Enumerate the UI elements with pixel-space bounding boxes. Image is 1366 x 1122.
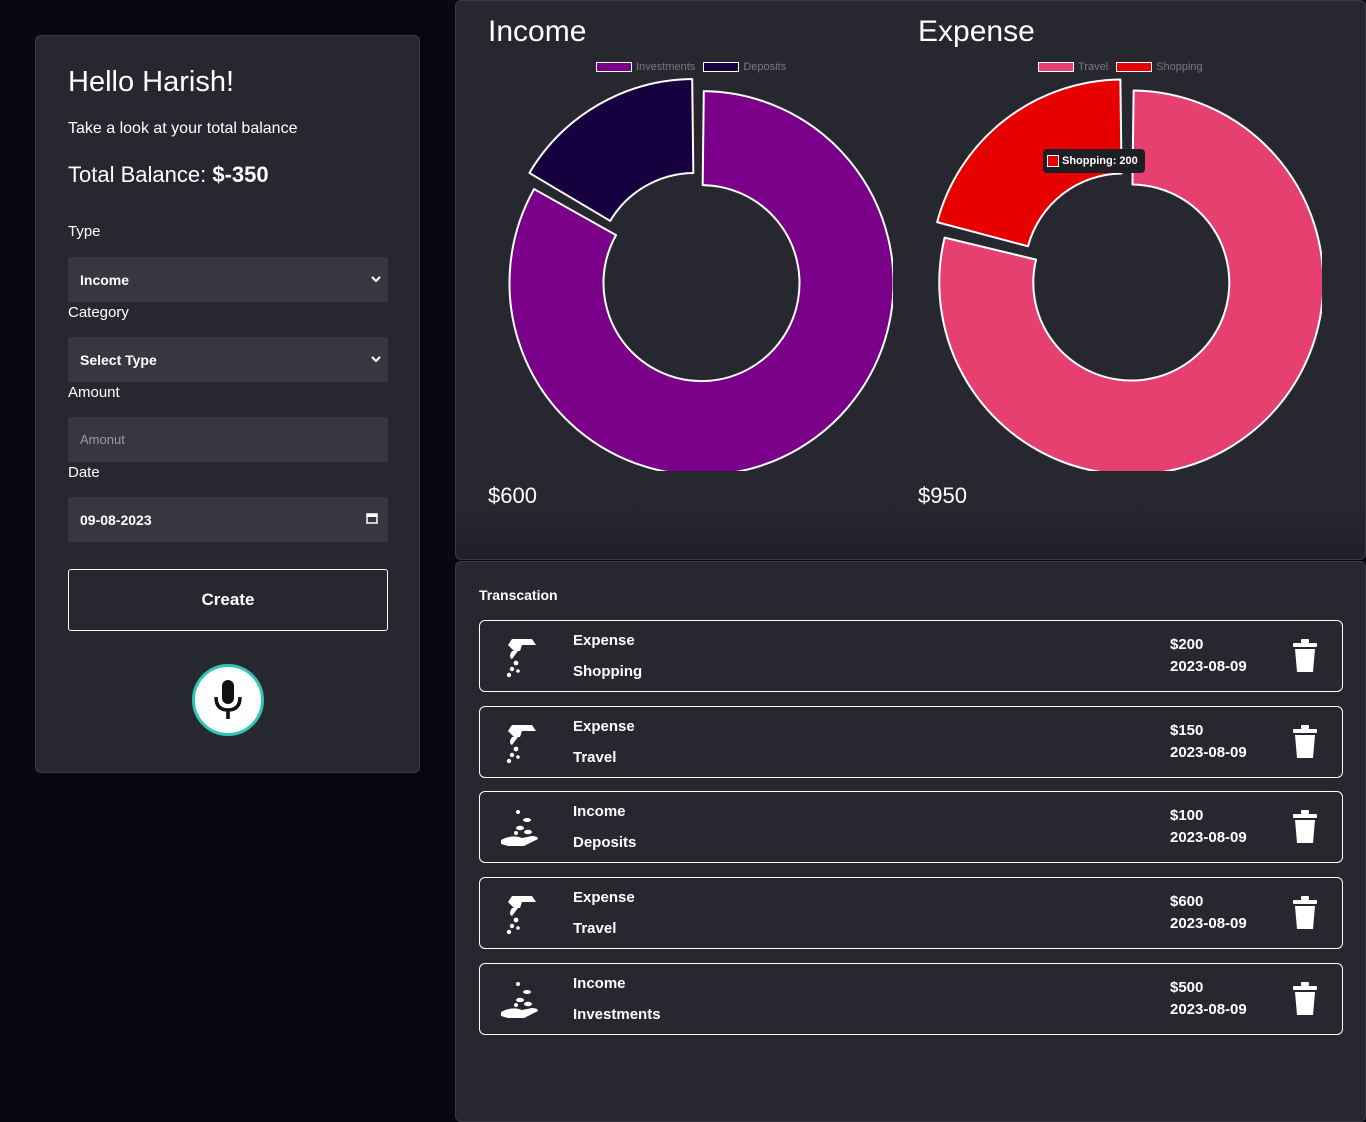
voice-input-button[interactable] (192, 664, 264, 736)
transaction-category: Travel (573, 749, 617, 766)
trash-icon[interactable] (1292, 896, 1318, 930)
charts-card: Income Investments Deposits $600 Expense … (455, 0, 1366, 560)
transactions-heading: Transcation (479, 587, 558, 603)
category-label: Category (68, 304, 129, 321)
transaction-category: Travel (573, 920, 617, 937)
expense-hand-icon (506, 896, 536, 935)
expense-legend: Travel Shopping (1038, 61, 1211, 73)
transaction-row[interactable]: Expense Shopping $200 2023-08-09 (479, 620, 1343, 692)
expense-legend-item-travel[interactable]: Travel (1038, 61, 1108, 73)
balance-label: Total Balance: (68, 162, 207, 187)
expense-hand-icon (506, 725, 536, 764)
income-legend-item-deposits[interactable]: Deposits (703, 61, 786, 73)
transaction-date: 2023-08-09 (1170, 915, 1247, 932)
legend-swatch (1116, 62, 1153, 72)
tooltip-text: Shopping: 200 (1062, 155, 1138, 167)
microphone-icon (214, 680, 242, 719)
income-legend: Investments Deposits (596, 61, 794, 73)
date-input[interactable]: 09-08-2023 (68, 497, 388, 542)
transaction-type: Expense (573, 718, 635, 735)
transaction-amount: $600 (1170, 893, 1204, 910)
expense-chart-title: Expense (918, 15, 1035, 48)
trash-icon[interactable] (1292, 810, 1318, 844)
trash-icon[interactable] (1292, 639, 1318, 673)
legend-label: Travel (1078, 61, 1109, 73)
amount-label: Amount (68, 384, 120, 401)
expense-total: $950 (918, 483, 967, 508)
date-label: Date (68, 464, 100, 481)
greeting-title: Hello Harish! (68, 66, 234, 98)
create-button[interactable]: Create (68, 569, 388, 631)
legend-swatch (596, 62, 632, 72)
income-hand-icon (501, 982, 538, 1018)
amount-input[interactable]: Amonut (68, 417, 388, 462)
type-label: Type (68, 223, 101, 240)
calendar-icon[interactable] (366, 512, 378, 524)
income-slice-deposits[interactable] (528, 77, 695, 222)
transactions-card: Transcation Expense Shopping $200 2023-0… (455, 561, 1366, 1122)
transaction-amount: $500 (1170, 979, 1204, 996)
transaction-category: Deposits (573, 834, 637, 851)
expense-slice-travel[interactable] (938, 89, 1322, 471)
expense-donut-chart (936, 78, 1322, 471)
tooltip-color-swatch (1047, 155, 1059, 167)
transaction-row[interactable]: Income Investments $500 2023-08-09 (479, 963, 1343, 1035)
transaction-category: Shopping (573, 663, 643, 680)
trash-icon[interactable] (1292, 982, 1318, 1016)
transaction-amount: $150 (1170, 722, 1204, 739)
transaction-date: 2023-08-09 (1170, 1001, 1247, 1018)
legend-label: Deposits (743, 61, 787, 73)
transaction-type: Income (573, 975, 626, 992)
expense-slice-shopping[interactable] (936, 78, 1123, 248)
legend-label: Investments (636, 61, 696, 73)
chevron-down-icon (371, 276, 381, 283)
income-legend-item-investments[interactable]: Investments (596, 61, 695, 73)
transaction-amount: $200 (1170, 636, 1204, 653)
trash-icon[interactable] (1292, 725, 1318, 759)
transaction-date: 2023-08-09 (1170, 744, 1247, 761)
income-hand-icon (501, 810, 538, 846)
type-select[interactable]: Income (68, 257, 388, 302)
balance-value: $-350 (212, 162, 269, 187)
income-total: $600 (488, 483, 537, 508)
balance-subtitle: Take a look at your total balance (68, 120, 298, 137)
amount-placeholder: Amonut (80, 432, 125, 447)
transaction-form-card: Hello Harish! Take a look at your total … (35, 35, 420, 773)
date-value: 09-08-2023 (80, 511, 152, 528)
expense-legend-item-shopping[interactable]: Shopping (1116, 61, 1203, 73)
chart-tooltip: Shopping: 200 (1043, 149, 1145, 173)
transaction-date: 2023-08-09 (1170, 658, 1247, 675)
chevron-down-icon (371, 356, 381, 363)
total-balance: Total Balance: $-350 (68, 162, 269, 188)
transaction-type: Expense (573, 632, 635, 649)
income-chart-title: Income (488, 15, 587, 48)
income-slice-investments[interactable] (508, 90, 893, 471)
legend-swatch (703, 62, 740, 72)
transaction-row[interactable]: Expense Travel $150 2023-08-09 (479, 706, 1343, 778)
expense-hand-icon (506, 639, 536, 678)
category-select[interactable]: Select Type (68, 337, 388, 382)
transaction-amount: $100 (1170, 807, 1204, 824)
legend-label: Shopping (1156, 61, 1203, 73)
transaction-row[interactable]: Expense Travel $600 2023-08-09 (479, 877, 1343, 949)
type-select-value: Income (80, 271, 130, 288)
transaction-date: 2023-08-09 (1170, 829, 1247, 846)
legend-swatch (1038, 62, 1074, 72)
income-donut-chart (508, 77, 893, 471)
transaction-type: Expense (573, 889, 635, 906)
transaction-row[interactable]: Income Deposits $100 2023-08-09 (479, 791, 1343, 863)
category-select-value: Select Type (80, 351, 157, 368)
transaction-category: Investments (573, 1006, 661, 1023)
transaction-type: Income (573, 803, 626, 820)
